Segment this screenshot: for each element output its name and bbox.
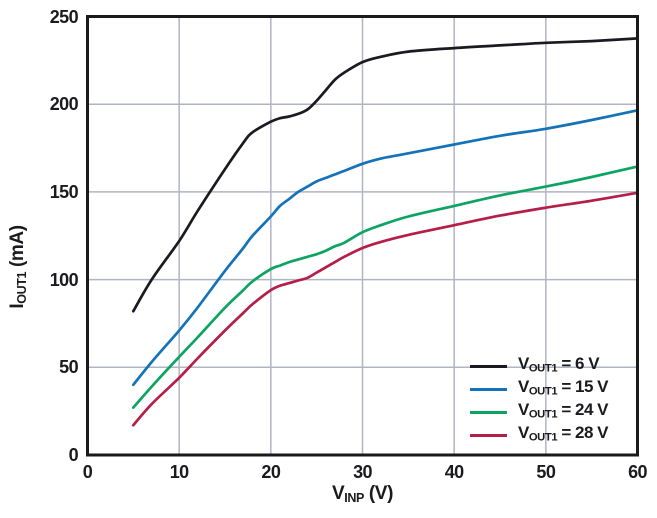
- y-tick-label: 50: [59, 357, 78, 378]
- y-tick-label: 200: [49, 94, 79, 115]
- x-tick-label: 20: [261, 462, 281, 482]
- x-axis-title: VINP (V): [332, 483, 393, 505]
- y-tick-label: 100: [49, 269, 79, 290]
- x-tick-label: 60: [628, 462, 647, 482]
- legend-label: VOUT1 = 15 V: [518, 377, 609, 398]
- legend-label: VOUT1 = 24 V: [518, 400, 609, 421]
- legend-item: VOUT1 = 6 V: [470, 355, 608, 378]
- series-line-out1-undefined: [131, 191, 639, 427]
- legend-line-swatch: [470, 411, 507, 414]
- y-tick-label: 0: [68, 445, 79, 465]
- x-tick-label: 30: [353, 462, 372, 482]
- legend-line-swatch: [470, 434, 507, 437]
- legend-item: VOUT1 = 15 V: [470, 377, 609, 401]
- y-axis-title: IOUT1 (mA): [7, 225, 29, 309]
- series-line-out1-undefined: [131, 108, 639, 387]
- x-tick-label: 40: [444, 462, 464, 482]
- x-tick-label: 0: [82, 462, 93, 482]
- y-tick-label: 250: [49, 6, 79, 27]
- chart-legend: VOUT1 = 6 V VOUT1 = 15 V VOUT1 = 24 V VOUT1…: [470, 355, 609, 447]
- series-line-out1-undefined: [131, 165, 639, 409]
- x-tick-label: 10: [169, 462, 189, 482]
- plot-border: [86, 15, 639, 457]
- y-tick-label: 150: [49, 181, 79, 202]
- legend-item: VOUT1 = 28 V: [470, 423, 609, 447]
- legend-item: VOUT1 = 24 V: [470, 400, 609, 424]
- legend-label: VOUT1 = 28 V: [518, 423, 609, 444]
- legend-line-swatch: [470, 388, 507, 391]
- series-line-out1-undefined: [131, 37, 639, 313]
- legend-label: VOUT1 = 6 V: [518, 354, 600, 375]
- x-tick-label: 50: [536, 462, 556, 482]
- legend-line-swatch: [470, 365, 507, 368]
